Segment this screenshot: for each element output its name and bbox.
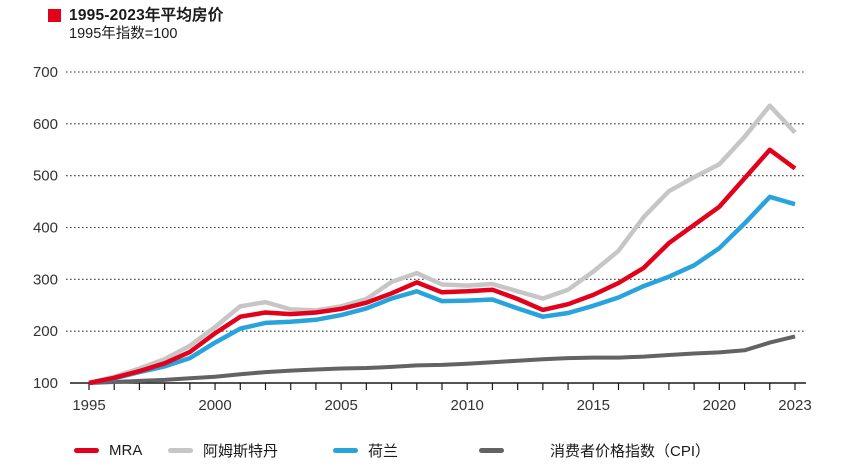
amsterdam-line-swatch — [168, 447, 193, 453]
x-axis-label: 2010 — [451, 397, 484, 414]
netherlands-line-swatch — [333, 447, 358, 453]
y-axis-label: 500 — [33, 168, 58, 185]
legend-item-mra: MRA — [74, 437, 142, 463]
y-axis-label: 700 — [33, 64, 58, 81]
y-axis-label: 200 — [33, 323, 58, 340]
x-axis-label: 2000 — [198, 397, 231, 414]
series-line-1 — [88, 103, 797, 386]
series-line-0 — [88, 147, 797, 386]
x-axis-label: 2005 — [324, 397, 357, 414]
accent-square — [48, 9, 61, 22]
series-line-3 — [88, 334, 796, 385]
x-axis-label: 2020 — [703, 397, 736, 414]
legend-label: 荷兰 — [368, 442, 399, 460]
chart-title: 1995-2023年平均房价 — [69, 7, 224, 24]
chart-subtitle: 1995年指数=100 — [69, 26, 178, 43]
x-axis-label: 2015 — [577, 397, 610, 414]
cpi-line-swatch — [479, 447, 504, 453]
series-line-2 — [88, 194, 796, 386]
y-axis-label: 300 — [33, 271, 58, 288]
legend-item-amsterdam: 阿姆斯特丹 — [168, 437, 278, 463]
legend-item-netherlands: 荷兰 — [333, 437, 398, 463]
legend-label: 消费者价格指数（CPI） — [550, 442, 711, 460]
title-block: 1995-2023年平均房价 1995年指数=100 — [69, 6, 223, 45]
legend-label: MRA — [109, 441, 143, 459]
y-axis-label: 600 — [33, 116, 58, 133]
legend-label: 阿姆斯特丹 — [203, 442, 279, 460]
y-axis-label: 400 — [33, 220, 58, 237]
legend-item-cpi: 消费者价格指数（CPI） — [479, 437, 710, 463]
mra-line-swatch — [74, 447, 99, 453]
legend: MRA 阿姆斯特丹 荷兰 消费者价格指数（CPI） — [0, 437, 849, 463]
line-chart-plot: 100 200 300 400 500 600 700 1995 2000 2005 2010 201… — [33, 64, 812, 414]
x-axis-label: 2023 — [778, 397, 811, 414]
y-axis-label: 100 — [33, 375, 58, 392]
chart-header: 1995-2023年平均房价 1995年指数=100 — [48, 6, 223, 45]
x-axis-label: 1995 — [72, 397, 105, 414]
